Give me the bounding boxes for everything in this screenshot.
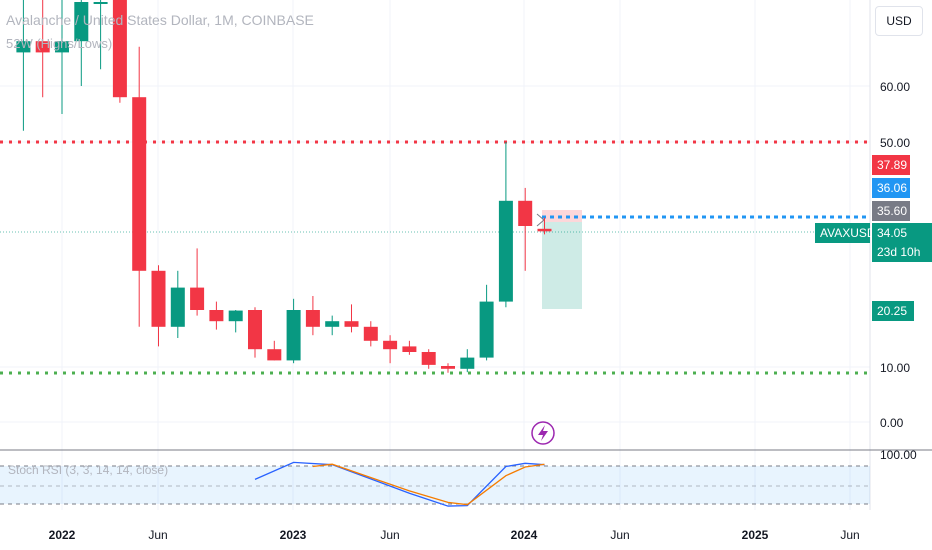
price-tick-0: 0.00 [880, 416, 904, 430]
current-price-tag: 34.05 [872, 223, 932, 243]
position-target-zone[interactable] [542, 222, 582, 309]
candle-2022-02 [74, 2, 89, 42]
lightning-bolt-icon[interactable] [531, 421, 555, 445]
countdown-tag: 23d 10h [872, 242, 932, 262]
candles [16, 0, 552, 373]
currency-button[interactable]: USD [875, 6, 923, 36]
price-tag-red: 37.89 [872, 155, 910, 175]
grid [0, 0, 870, 510]
stoch-rsi-label[interactable]: Stoch RSI (3, 3, 14, 14, close) [8, 463, 169, 477]
time-label-jun-2024: Jun [610, 528, 629, 542]
candle-2022-05 [132, 97, 147, 271]
candle-2024-02 [537, 228, 552, 232]
candle-2023-08 [421, 352, 436, 365]
candle-2023-02 [305, 310, 320, 327]
candle-2022-09 [209, 310, 224, 322]
candle-2022-04 [112, 0, 127, 98]
chart-title[interactable]: Avalanche / United States Dollar, 1M, CO… [6, 12, 314, 28]
time-label-2025: 2025 [742, 528, 769, 542]
price-tag-low: 20.25 [872, 301, 914, 321]
candle-2022-06 [151, 270, 166, 327]
time-label-jun-2025: Jun [840, 528, 859, 542]
price-tick-60: 60.00 [880, 80, 910, 94]
candle-2023-07 [402, 346, 417, 352]
candle-2023-10 [460, 357, 475, 369]
candle-2023-01 [286, 310, 301, 361]
candle-2022-01 [55, 41, 69, 53]
stoch-rsi-band [0, 466, 870, 504]
candle-2022-03 [93, 2, 108, 4]
price-tag-gray: 35.60 [872, 201, 910, 221]
candle-2023-03 [325, 321, 340, 327]
price-tick-10: 10.00 [880, 361, 910, 375]
time-label-2022: 2022 [49, 528, 76, 542]
candle-2024-01 [518, 200, 533, 226]
candle-2023-11 [479, 301, 494, 358]
rsi-tick-100: 100.00 [880, 448, 917, 462]
time-label-2023: 2023 [280, 528, 307, 542]
candle-2022-07 [170, 287, 185, 327]
candle-2022-08 [190, 287, 205, 310]
candle-2023-12 [498, 200, 513, 302]
candle-2023-09 [441, 366, 455, 369]
candle-2021-11 [16, 41, 31, 53]
candle-2022-10 [228, 310, 243, 322]
candle-2023-06 [383, 340, 398, 350]
candle-2023-05 [363, 326, 378, 341]
stoch-rsi-d-line [312, 463, 545, 506]
stoch-rsi-k-line [254, 461, 545, 507]
time-label-jun-2023: Jun [380, 528, 399, 542]
time-label-jun-2022: Jun [148, 528, 167, 542]
symbol-tag: AVAXUSD [815, 223, 876, 243]
indicator-label[interactable]: 52W (Highs/Lows) [6, 36, 113, 51]
candle-2023-04 [344, 321, 359, 327]
candle-2022-11 [248, 310, 262, 350]
candle-2021-12 [35, 41, 50, 53]
price-tick-50: 50.00 [880, 136, 910, 150]
candle-2022-12 [267, 349, 282, 361]
time-label-2024: 2024 [511, 528, 538, 542]
price-tag-blue: 36.06 [872, 178, 910, 198]
